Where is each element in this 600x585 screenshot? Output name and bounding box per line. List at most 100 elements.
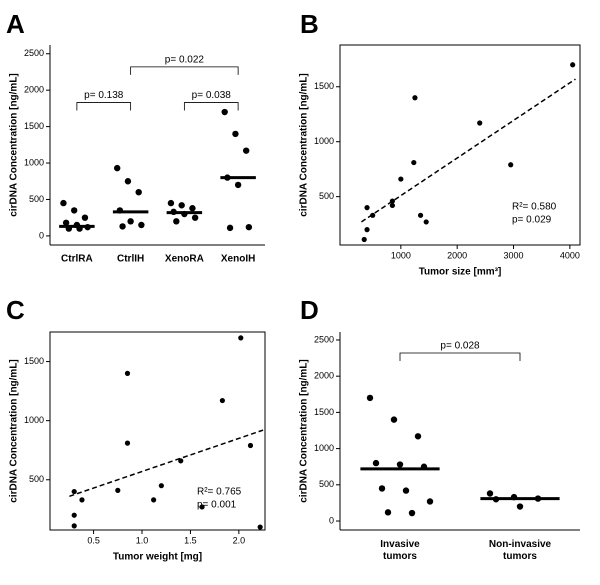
data-point — [178, 458, 184, 464]
data-point — [158, 483, 164, 489]
data-point — [257, 524, 263, 530]
y-tick-label: 500 — [319, 191, 334, 201]
significance-bracket — [183, 102, 239, 111]
data-point — [384, 509, 392, 516]
data-point — [113, 164, 121, 172]
data-point — [486, 490, 494, 497]
data-point — [119, 223, 126, 230]
data-point — [389, 202, 395, 209]
x-tick-label: 2.0 — [233, 535, 246, 545]
plot-frame — [49, 331, 266, 531]
data-point — [423, 219, 429, 225]
y-tick-label: 500 — [29, 194, 44, 204]
plot-frame — [339, 44, 581, 246]
data-point — [199, 504, 205, 510]
data-point — [364, 227, 370, 233]
data-point — [191, 214, 199, 221]
data-point — [411, 159, 417, 166]
p-value: p= 0.138 — [84, 90, 124, 101]
category-label: Non-invasive tumors — [489, 539, 552, 562]
data-point — [81, 214, 89, 221]
significance-bracket — [130, 66, 239, 75]
x-tick-label: 1000 — [391, 250, 411, 260]
data-point — [370, 212, 376, 218]
stat-annotation: p= 0.029 — [512, 215, 552, 226]
data-point — [167, 199, 175, 207]
stat-annotation: p= 0.001 — [197, 500, 237, 511]
data-point — [138, 221, 145, 229]
p-value: p= 0.038 — [192, 90, 232, 101]
y-axis-label: cirDNA Concentration [ng/mL] — [299, 73, 310, 217]
significance-bracket — [76, 102, 132, 111]
data-point — [402, 487, 410, 494]
panel-letter: A — [6, 9, 25, 39]
y-axis-label: cirDNA Concentration [ng/mL] — [9, 359, 20, 503]
data-point — [115, 487, 121, 493]
y-tick-label: 2500 — [24, 48, 44, 58]
x-tick-label: 4000 — [560, 250, 580, 260]
y-tick-label: 500 — [319, 479, 334, 489]
data-point — [570, 62, 576, 68]
y-tick-label: 1500 — [314, 407, 334, 417]
y-tick-label: 2000 — [314, 371, 334, 381]
data-point — [417, 212, 424, 218]
data-point — [127, 218, 134, 225]
x-axis-label: Tumor weight [mg] — [113, 552, 202, 563]
data-point — [71, 512, 77, 518]
y-tick-label: 1500 — [24, 121, 44, 131]
p-value: p= 0.028 — [440, 341, 480, 352]
x-tick-label: 2000 — [447, 250, 467, 260]
category-label: CtrlIH — [117, 254, 144, 265]
y-tick-label: 2000 — [24, 85, 44, 95]
data-point — [508, 162, 514, 168]
category-label: XenoIH — [221, 254, 255, 265]
data-point — [226, 224, 234, 232]
data-point — [242, 147, 250, 154]
data-point — [60, 199, 67, 207]
data-point — [189, 205, 196, 212]
data-point — [366, 394, 374, 402]
y-tick-label: 1000 — [314, 443, 334, 453]
data-point — [173, 218, 180, 225]
data-point — [364, 205, 370, 211]
data-point — [426, 498, 434, 505]
y-tick-label: 1000 — [24, 157, 44, 167]
data-point — [389, 198, 395, 204]
data-point — [79, 497, 85, 503]
y-tick-label: 500 — [29, 474, 44, 484]
y-axis-label: cirDNA Concentration [ng/mL] — [9, 73, 20, 217]
data-point — [124, 440, 131, 446]
data-point — [361, 236, 367, 243]
p-value: p= 0.022 — [165, 54, 205, 65]
data-point — [516, 503, 524, 510]
y-tick-label: 1000 — [314, 136, 334, 146]
data-point — [232, 130, 239, 138]
data-point — [124, 178, 132, 185]
data-point — [378, 485, 386, 492]
significance-bracket — [399, 352, 521, 362]
data-point — [234, 181, 242, 189]
data-point — [372, 459, 380, 467]
panel-letter: C — [6, 295, 25, 325]
category-label: CtrlRA — [61, 254, 93, 265]
x-tick-label: 1.5 — [184, 535, 197, 545]
data-point — [135, 188, 142, 196]
x-tick-label: 3000 — [504, 250, 524, 260]
data-point — [477, 120, 483, 126]
data-point — [219, 397, 225, 404]
data-point — [151, 497, 157, 503]
category-label: XenoRA — [165, 254, 204, 265]
data-point — [221, 108, 228, 116]
x-tick-label: 0.5 — [87, 535, 100, 545]
y-tick-label: 1500 — [314, 81, 334, 91]
y-tick-label: 2500 — [314, 334, 334, 344]
data-point — [408, 509, 416, 517]
x-tick-label: 1.0 — [136, 535, 149, 545]
data-point — [62, 219, 70, 226]
fit-line — [360, 78, 576, 223]
y-tick-label: 1000 — [24, 415, 44, 425]
data-point — [71, 488, 77, 495]
data-point — [412, 95, 418, 101]
category-label: Invasive tumors — [380, 539, 420, 562]
